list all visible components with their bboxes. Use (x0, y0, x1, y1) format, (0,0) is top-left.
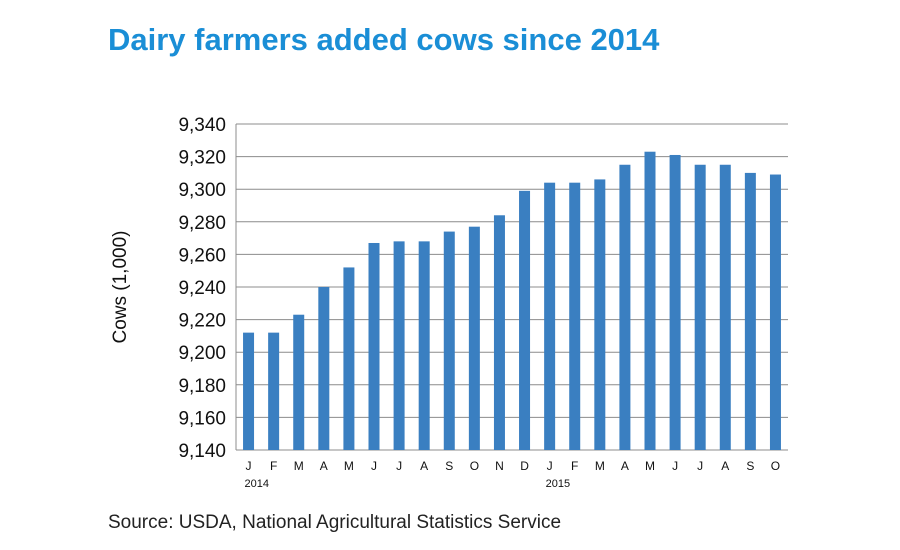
x-tick-label: M (645, 459, 655, 473)
y-tick-label: 9,300 (178, 180, 226, 201)
x-tick-label: J (672, 459, 678, 473)
bar (719, 164, 731, 450)
x-tick-label: J (547, 459, 553, 473)
y-tick-label: 9,240 (178, 278, 226, 299)
bar (343, 267, 355, 450)
x-tick-label: J (697, 459, 703, 473)
x-tick-label: N (495, 459, 504, 473)
bar (769, 174, 781, 450)
bar (694, 164, 706, 450)
y-tick-label: 9,260 (178, 245, 226, 266)
y-tick-label: 9,340 (178, 115, 226, 136)
x-tick-label: O (470, 459, 479, 473)
x-tick-label: D (520, 459, 529, 473)
x-tick-label: M (294, 459, 304, 473)
x-tick-label: A (420, 459, 428, 473)
y-tick-label: 9,220 (178, 311, 226, 332)
y-axis-label: Cows (1,000) (110, 231, 131, 344)
x-tick-label: M (595, 459, 605, 473)
x-tick-label: A (320, 459, 328, 473)
y-tick-label: 9,160 (178, 408, 226, 429)
y-tick-label: 9,320 (178, 148, 226, 169)
x-tick-label: O (771, 459, 780, 473)
y-tick-labels: 9,140 9,160 9,180 9,200 9,220 9,240 9,260 9,280… (178, 115, 226, 462)
bar (318, 287, 330, 450)
bar (418, 241, 430, 450)
bar (569, 182, 581, 450)
x-tick-label: F (270, 459, 277, 473)
bar (594, 179, 606, 451)
x-tick-labels: J F M A M J J A S O N D J F M A M J J A S O 2014 2015 (245, 459, 781, 490)
bar (544, 182, 556, 450)
x-tick-label: J (396, 459, 402, 473)
year-label: 2015 (546, 478, 570, 490)
source-note: Source: USDA, National Agricultural Stat… (108, 512, 562, 533)
year-label: 2014 (245, 478, 269, 490)
bar (393, 241, 405, 450)
bar (493, 215, 505, 450)
y-tick-label: 9,180 (178, 376, 226, 397)
bar (268, 332, 280, 450)
x-tick-label: A (621, 459, 629, 473)
x-tick-label: M (344, 459, 354, 473)
x-tick-label: A (721, 459, 729, 473)
x-tick-label: J (246, 459, 252, 473)
y-tick-label: 9,280 (178, 213, 226, 234)
bar (644, 151, 656, 450)
bar (619, 164, 631, 450)
y-tick-label: 9,200 (178, 343, 226, 364)
x-tick-label: S (445, 459, 453, 473)
bar (243, 332, 255, 450)
bars (243, 151, 781, 451)
bar (669, 154, 681, 450)
bar (519, 190, 531, 450)
bar (293, 314, 305, 450)
bar (468, 226, 480, 450)
bar (368, 242, 380, 450)
x-tick-label: J (371, 459, 377, 473)
bar (744, 172, 756, 450)
chart-title: Dairy farmers added cows since 2014 (108, 22, 660, 57)
bar (443, 231, 455, 450)
y-tick-label: 9,140 (178, 441, 226, 462)
x-tick-label: F (571, 459, 578, 473)
x-tick-label: S (746, 459, 754, 473)
